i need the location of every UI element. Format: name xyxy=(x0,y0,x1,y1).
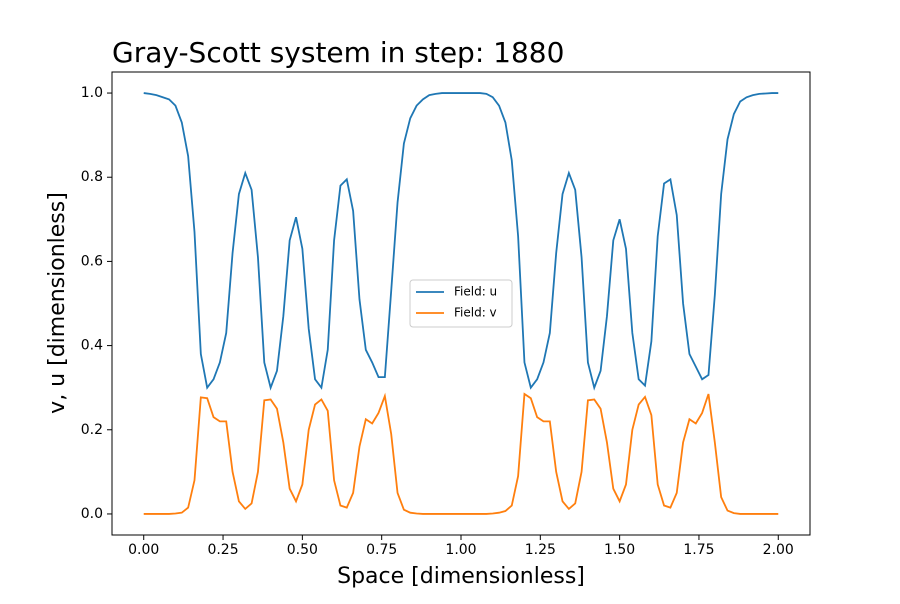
x-tick-label: 1.50 xyxy=(604,542,635,558)
y-axis-label: v, u [dimensionless] xyxy=(45,192,70,414)
x-tick-label: 2.00 xyxy=(763,542,794,558)
x-tick-label: 1.25 xyxy=(525,542,556,558)
y-tick-label: 0.6 xyxy=(81,253,103,269)
plot-frame xyxy=(111,71,811,536)
x-tick-label: 0.00 xyxy=(128,542,159,558)
y-tick-label: 0.2 xyxy=(81,422,103,438)
data-line xyxy=(143,392,779,515)
y-tick-label: 0.8 xyxy=(81,169,103,185)
legend-label: Field: u xyxy=(454,285,497,299)
y-tick-label: 1.0 xyxy=(81,85,103,101)
x-tick-label: 0.25 xyxy=(207,542,238,558)
y-tick-label: 0.0 xyxy=(81,506,103,522)
x-tick-label: 1.00 xyxy=(445,542,476,558)
chart-title: Gray-Scott system in step: 1880 xyxy=(112,36,564,69)
data-line xyxy=(143,92,779,391)
x-axis-label: Space [dimensionless] xyxy=(337,564,585,589)
y-tick-label: 0.4 xyxy=(81,338,103,354)
legend-label: Field: v xyxy=(454,306,497,320)
x-tick-label: 0.75 xyxy=(366,542,397,558)
x-tick-label: 1.75 xyxy=(683,542,714,558)
x-tick-label: 0.50 xyxy=(287,542,318,558)
